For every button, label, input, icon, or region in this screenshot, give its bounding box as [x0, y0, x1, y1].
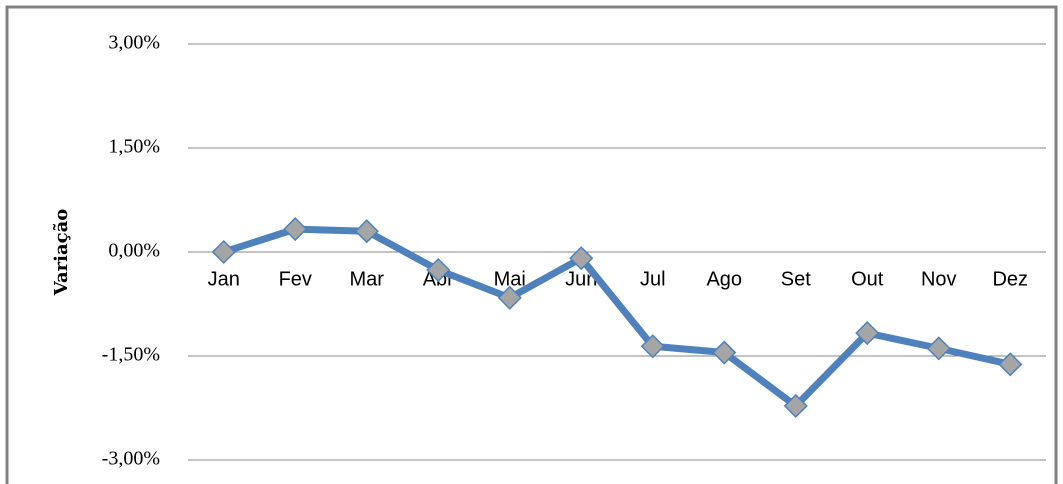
- data-marker: [926, 336, 951, 361]
- y-axis-label: Variação: [51, 209, 72, 297]
- x-tick-label: Jan: [208, 268, 240, 290]
- data-marker: [569, 246, 594, 271]
- y-tick-label: 0,00%: [108, 240, 160, 262]
- data-marker: [211, 239, 236, 265]
- x-tick-label: Dez: [992, 268, 1028, 290]
- y-tick-label: 1,50%: [108, 136, 160, 158]
- data-marker: [354, 219, 379, 244]
- x-tick-label: Fev: [279, 268, 312, 290]
- data-marker: [426, 257, 451, 283]
- data-marker: [783, 393, 808, 418]
- x-tick-label: Jun: [565, 268, 597, 290]
- data-marker: [998, 352, 1023, 377]
- x-tick-label: Mar: [350, 268, 385, 290]
- data-line: [222, 225, 1012, 410]
- y-tick-label: -1,50%: [102, 344, 160, 366]
- y-tick-label: -3,00%: [102, 448, 160, 470]
- data-marker: [640, 334, 665, 359]
- y-tick-label: 3,00%: [108, 32, 160, 54]
- x-tick-label: Set: [781, 268, 811, 290]
- data-marker: [712, 340, 737, 365]
- data-marker: [855, 321, 880, 346]
- x-tick-label: Mai: [494, 268, 526, 290]
- x-tick-label: Nov: [921, 268, 957, 290]
- x-tick-label: Out: [851, 268, 884, 290]
- x-tick-label: Ago: [706, 268, 742, 290]
- x-tick-label: Jul: [640, 268, 666, 290]
- data-marker: [497, 285, 522, 310]
- chart-frame: [5, 5, 1058, 484]
- data-marker: [283, 217, 308, 242]
